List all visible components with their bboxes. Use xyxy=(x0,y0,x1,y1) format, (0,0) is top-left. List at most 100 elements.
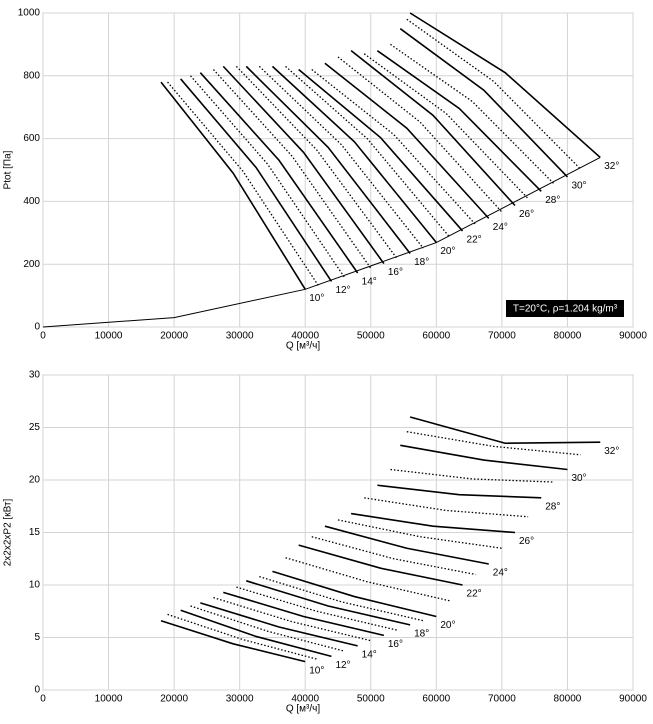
curve xyxy=(190,605,345,652)
curve xyxy=(200,602,358,647)
y-tick-label: 5 xyxy=(34,632,40,643)
curve xyxy=(235,65,398,259)
curve-label: 10° xyxy=(309,665,324,676)
curve-label: 12° xyxy=(335,285,350,296)
curve-label: 22° xyxy=(467,589,482,600)
x-tick-label: 50000 xyxy=(357,694,385,705)
curve xyxy=(390,468,555,483)
y-axis-label: Ptot [Па] xyxy=(3,150,14,189)
curve xyxy=(245,65,411,255)
annotation-box xyxy=(506,300,624,317)
curve xyxy=(190,75,346,278)
y-tick-label: 0 xyxy=(34,322,40,333)
curve xyxy=(222,65,385,265)
curve-label: 28° xyxy=(545,501,560,512)
curve xyxy=(245,580,411,626)
curve xyxy=(285,557,450,602)
curve-label: 28° xyxy=(545,195,560,206)
x-tick-label: 60000 xyxy=(422,331,450,342)
curve-label: 26° xyxy=(519,536,534,547)
curve-label: 22° xyxy=(467,235,482,246)
curve xyxy=(298,68,464,232)
y-tick-label: 1000 xyxy=(18,8,41,19)
curve-label: 20° xyxy=(440,246,455,257)
x-tick-label: 80000 xyxy=(554,694,582,705)
curve xyxy=(399,28,569,178)
x-tick-label: 30000 xyxy=(226,694,254,705)
curve-label: 24° xyxy=(493,222,508,233)
annotation: T=20°C, ρ=1.204 kg/m³ xyxy=(513,304,618,315)
y-tick-label: 10 xyxy=(29,580,41,591)
curve-label: 10° xyxy=(309,293,324,304)
curve-label: 16° xyxy=(388,639,403,650)
curve-label: 30° xyxy=(571,473,586,484)
x-tick-label: 50000 xyxy=(357,331,385,342)
curve-label: 18° xyxy=(414,629,429,640)
x-tick-label: 20000 xyxy=(160,331,188,342)
curve xyxy=(350,50,516,207)
y-tick-label: 0 xyxy=(34,685,40,696)
curve xyxy=(199,72,359,274)
curve-label: 20° xyxy=(440,620,455,631)
curve xyxy=(350,512,516,534)
y-tick-label: 200 xyxy=(23,259,40,270)
x-tick-label: 0 xyxy=(40,694,46,705)
curve xyxy=(337,56,503,213)
x-tick-label: 10000 xyxy=(95,694,123,705)
curve xyxy=(180,609,332,658)
y-tick-label: 20 xyxy=(29,475,41,486)
curve xyxy=(298,544,463,586)
curve-label: 12° xyxy=(335,660,350,671)
y-tick-label: 800 xyxy=(23,70,40,81)
curve xyxy=(212,69,372,269)
y-tick-label: 30 xyxy=(29,370,41,381)
y-tick-label: 25 xyxy=(29,422,41,433)
curve xyxy=(311,536,476,576)
curve xyxy=(400,444,568,471)
curve xyxy=(409,12,601,159)
curve-label: 26° xyxy=(519,209,534,220)
curve-label: 32° xyxy=(604,446,619,457)
curve-label: 30° xyxy=(571,181,586,192)
curve xyxy=(180,78,333,282)
x-tick-label: 0 xyxy=(40,331,46,342)
curve xyxy=(160,619,306,663)
y-tick-label: 15 xyxy=(29,527,41,538)
x-tick-label: 90000 xyxy=(619,331,647,342)
x-axis-label: Q [м³/ч] xyxy=(286,704,321,715)
y-tick-label: 400 xyxy=(23,196,40,207)
curve-label: 24° xyxy=(493,568,508,579)
curve xyxy=(409,416,601,445)
curve xyxy=(258,65,424,249)
x-tick-label: 80000 xyxy=(554,331,582,342)
curve xyxy=(406,18,582,170)
curve xyxy=(272,570,437,618)
curve xyxy=(324,525,489,565)
curve xyxy=(311,69,477,226)
curve xyxy=(376,50,542,192)
curve-label: 32° xyxy=(604,161,619,172)
x-tick-label: 10000 xyxy=(95,331,123,342)
curve xyxy=(160,81,306,290)
curve xyxy=(324,62,490,219)
plot-area xyxy=(42,12,634,328)
x-tick-label: 70000 xyxy=(488,331,516,342)
curve xyxy=(271,65,437,244)
curve xyxy=(223,591,385,637)
x-tick-label: 70000 xyxy=(488,694,516,705)
x-tick-label: 40000 xyxy=(291,331,319,342)
curve-label: 18° xyxy=(414,257,429,268)
curve-label: 16° xyxy=(388,267,403,278)
y-axis-label: 2x2x2xP2 [кВт] xyxy=(3,499,14,567)
x-tick-label: 20000 xyxy=(160,694,188,705)
x-tick-label: 60000 xyxy=(422,694,450,705)
curve xyxy=(377,484,542,499)
curve xyxy=(259,575,424,622)
curve xyxy=(406,431,581,456)
x-tick-label: 30000 xyxy=(226,331,254,342)
curve xyxy=(364,497,529,518)
x-axis-label: Q [м³/ч] xyxy=(286,341,321,352)
curve xyxy=(285,65,450,238)
